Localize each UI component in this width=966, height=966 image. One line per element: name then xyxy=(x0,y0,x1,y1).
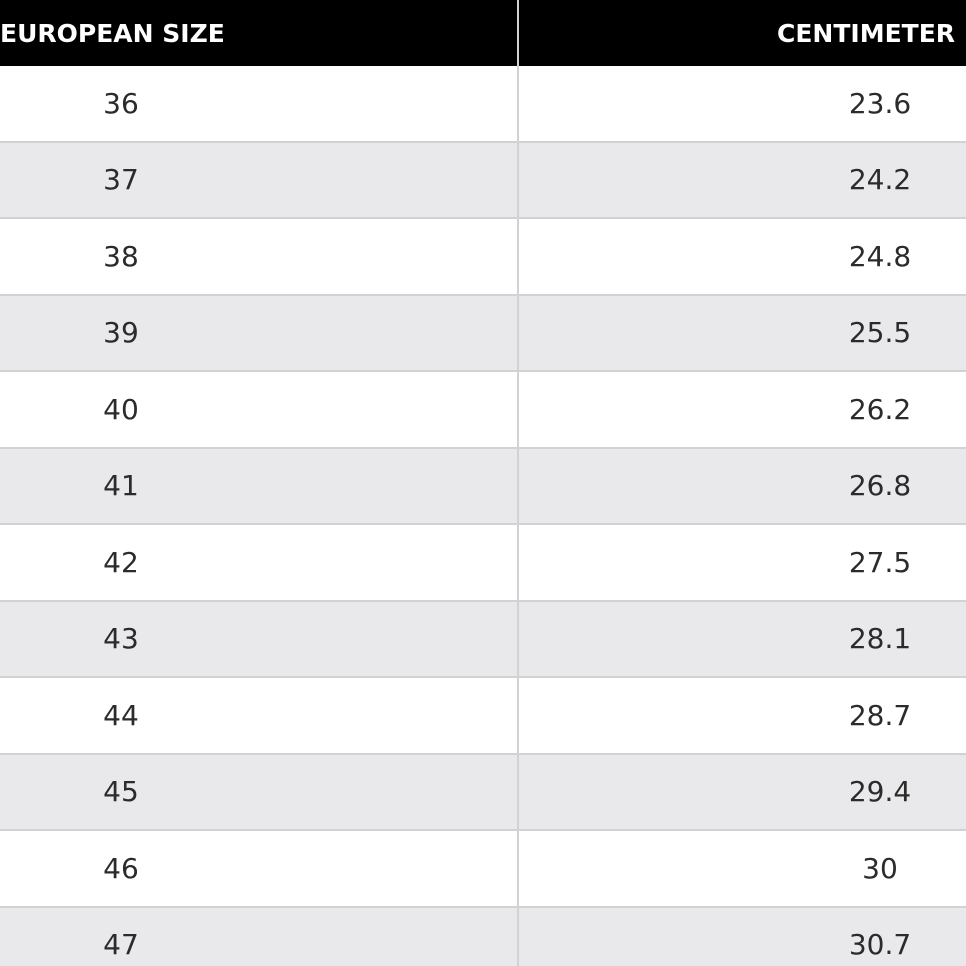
header-row: EUROPEAN SIZE CENTIMETER xyxy=(0,0,966,66)
size-cell: 41 xyxy=(103,469,139,503)
size-cell: 37 xyxy=(103,163,139,197)
size-cell: 40 xyxy=(103,392,139,426)
size-cell: 38 xyxy=(103,239,139,273)
header-cell: EUROPEAN SIZE xyxy=(0,18,225,48)
table-row: 47 30.7 xyxy=(0,907,966,966)
cm-cell: 26.8 xyxy=(848,469,912,503)
size-cell: 43 xyxy=(103,622,139,656)
cm-cell: 27.5 xyxy=(848,545,912,579)
size-cell: 45 xyxy=(103,775,139,809)
table-row: 40 26.2 xyxy=(0,372,966,449)
cm-cell: 29.4 xyxy=(848,775,912,809)
table-row: 46 30 xyxy=(0,831,966,908)
cm-cell: 28.7 xyxy=(848,698,912,732)
table-row: 42 27.5 xyxy=(0,525,966,602)
size-cell: 39 xyxy=(103,316,139,350)
table-row: 38 24.8 xyxy=(0,219,966,296)
table-row: 39 25.5 xyxy=(0,295,966,372)
size-cell: 36 xyxy=(103,86,139,120)
table-row: 43 28.1 xyxy=(0,601,966,678)
table-row: 41 26.8 xyxy=(0,448,966,525)
cm-cell: 25.5 xyxy=(848,316,912,350)
cm-cell: 28.1 xyxy=(848,622,912,656)
cm-cell: 26.2 xyxy=(848,392,912,426)
size-cell: 47 xyxy=(103,928,139,962)
cm-cell: 24.2 xyxy=(848,163,912,197)
cm-cell: 23.6 xyxy=(848,86,912,120)
table-row: 45 29.4 xyxy=(0,754,966,831)
table-row: 44 28.7 xyxy=(0,678,966,755)
size-cell: 42 xyxy=(103,545,139,579)
cm-cell: 30 xyxy=(862,851,898,885)
cm-cell: 24.8 xyxy=(848,239,912,273)
table-row: 36 23.6 xyxy=(0,66,966,143)
cm-cell: 30.7 xyxy=(848,928,912,962)
size-cell: 46 xyxy=(103,851,139,885)
table-row: 37 24.2 xyxy=(0,142,966,219)
size-cell: 44 xyxy=(103,698,139,732)
header-cell: CENTIMETER xyxy=(777,18,956,48)
column-divider xyxy=(517,0,519,966)
